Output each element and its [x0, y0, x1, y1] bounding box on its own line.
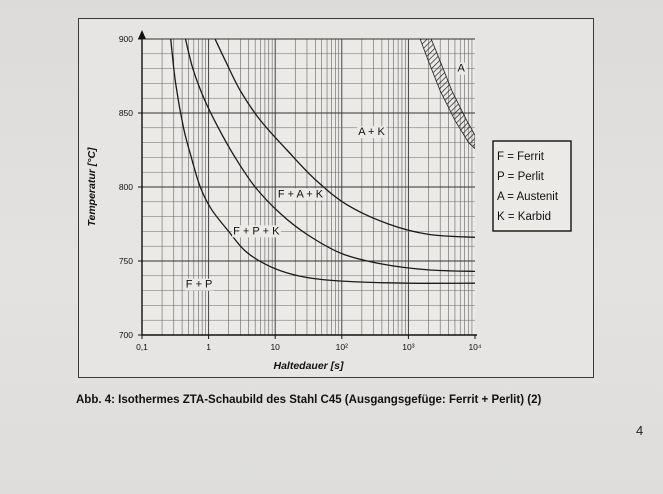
x-tick-label: 10² — [336, 342, 348, 352]
y-axis-arrow — [138, 30, 146, 39]
region-label: F + A + K — [276, 188, 325, 201]
x-axis-label: Haltedauer [s] — [273, 360, 344, 372]
region-label-text: F + P + K — [233, 225, 280, 237]
region-label-bg — [456, 62, 467, 75]
y-tick-label: 700 — [119, 330, 133, 340]
region-label: F + P — [184, 278, 214, 291]
hatched-band — [419, 39, 475, 150]
region-label: F + P + K — [232, 225, 282, 238]
legend: F = Ferrit P = Perlit A = Austenit K = Karb… — [492, 140, 572, 232]
x-tick-label: 10³ — [402, 342, 414, 352]
x-tick-label: 1 — [206, 342, 211, 352]
axes: 0,1 1 10 10² 10³ 10⁴ 700 750 800 850 900 Haltedauer… — [86, 30, 482, 372]
y-tick-label: 800 — [119, 182, 133, 192]
region-label-text: F + P — [186, 279, 213, 291]
region-label-text: F + A + K — [278, 188, 324, 200]
region-label-bg — [184, 278, 214, 291]
region-label-bg — [232, 225, 282, 238]
hatched-band-area — [419, 39, 475, 150]
region-label-text: A — [458, 63, 466, 75]
region-label-text: A + K — [358, 126, 385, 138]
legend-entry: A = Austenit — [497, 191, 559, 203]
region-label-bg — [357, 126, 387, 139]
x-tick-label: 0,1 — [136, 342, 148, 352]
zta-chart: 0,1 1 10 10² 10³ 10⁴ 700 750 800 850 900 Haltedauer… — [86, 30, 572, 372]
transformation-curve-2 — [184, 39, 475, 273]
figure-frame: 0,1 1 10 10² 10³ 10⁴ 700 750 800 850 900 Haltedauer… — [78, 18, 594, 378]
region-labels: A A + K F + A + K F + P + K F + P — [184, 62, 467, 291]
legend-entry: F = Ferrit — [497, 151, 545, 163]
figure-caption: Abb. 4: Isothermes ZTA-Schaubild des Sta… — [76, 394, 542, 406]
transformation-curve-1 — [170, 39, 475, 284]
x-tick-label: 10⁴ — [468, 342, 481, 352]
y-tick-label: 750 — [119, 256, 133, 266]
legend-box — [492, 140, 572, 232]
y-axis-label: Temperatur [°C] — [86, 147, 98, 227]
transformation-curve-3 — [214, 39, 475, 238]
region-label: A — [456, 62, 467, 75]
legend-entry: P = Perlit — [497, 171, 545, 183]
page-number: 4 — [636, 423, 644, 438]
transformation-curves — [170, 39, 475, 284]
region-label-bg — [276, 188, 325, 201]
region-label: A + K — [357, 126, 387, 139]
y-tick-label: 900 — [119, 34, 133, 44]
legend-entry: K = Karbid — [497, 211, 551, 223]
y-tick-label: 850 — [119, 108, 133, 118]
x-tick-label: 10 — [270, 342, 280, 352]
